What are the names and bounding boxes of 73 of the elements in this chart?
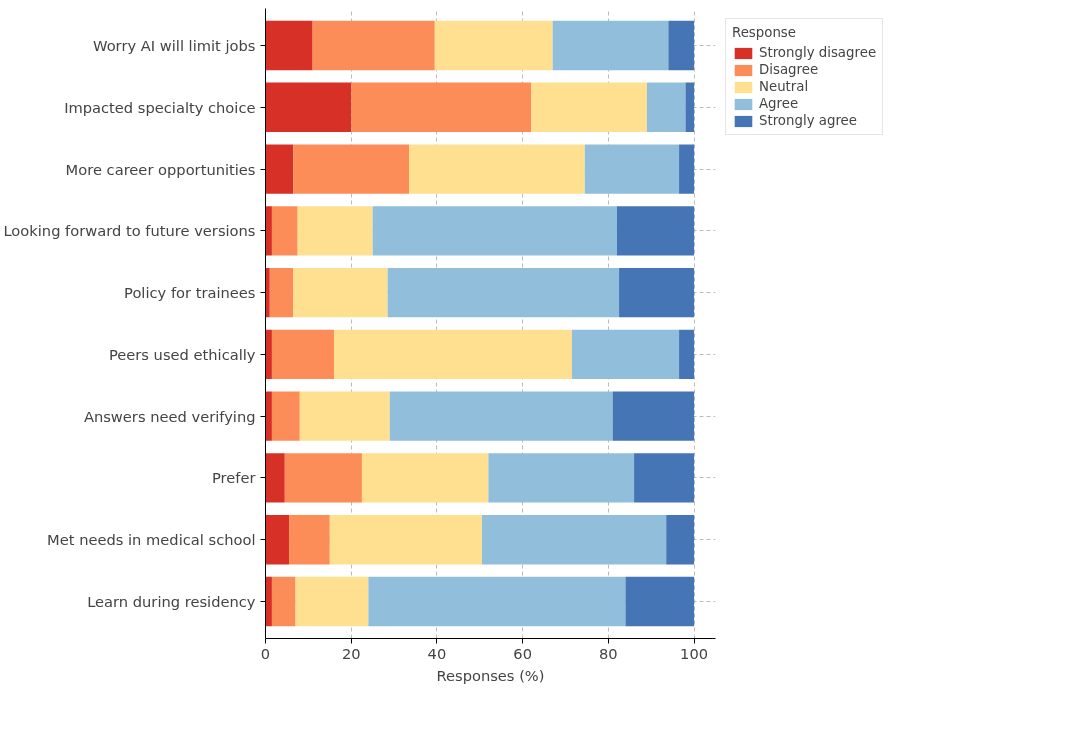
x-tick-label: 100 (680, 644, 709, 662)
legend-label: Disagree (759, 62, 819, 77)
bar (295, 576, 369, 627)
legend-title: Response (732, 25, 797, 40)
bar (481, 514, 667, 565)
bar (361, 453, 489, 503)
bar (368, 576, 626, 627)
bar (668, 20, 695, 71)
bar (265, 267, 270, 318)
bar (265, 20, 313, 71)
bar (299, 391, 390, 441)
x-axis-title: Responses (%) (436, 666, 545, 684)
bar (531, 82, 647, 133)
bar (293, 267, 388, 318)
bar (434, 20, 553, 71)
y-tick-label: Looking forward to future versions (3, 222, 256, 240)
bar (265, 391, 272, 441)
y-tick-label: Learn during residency (87, 592, 256, 610)
bar (289, 514, 330, 565)
bar (265, 144, 294, 194)
y-tick-label: Peers used ethically (108, 345, 256, 363)
legend-label: Neutral (759, 79, 809, 94)
y-tick-label: Worry AI will limit jobs (93, 37, 256, 55)
bar (351, 82, 532, 133)
bar (646, 82, 686, 133)
bar (284, 453, 362, 503)
bar (679, 144, 695, 194)
y-tick-label: Met needs in medical school (47, 531, 256, 549)
bar (616, 206, 695, 256)
legend-label: Agree (759, 96, 799, 111)
bar (265, 514, 290, 565)
bar (666, 514, 695, 565)
bar (552, 20, 669, 71)
bar (329, 514, 482, 565)
bar (571, 329, 680, 380)
bar (297, 206, 373, 256)
y-tick-label: Answers need verifying (83, 407, 256, 425)
legend-label: Strongly agree (759, 113, 857, 128)
bar (625, 576, 695, 627)
bar (685, 82, 695, 133)
bar (619, 267, 695, 318)
bar (265, 329, 272, 380)
bar (271, 576, 296, 627)
x-tick-label: 0 (260, 644, 271, 662)
bar (293, 144, 410, 194)
bar (612, 391, 695, 441)
x-tick-label: 40 (427, 644, 447, 662)
bar (265, 576, 272, 627)
bar (634, 453, 695, 503)
bar (334, 329, 572, 380)
bar (389, 391, 613, 441)
bar (387, 267, 620, 318)
bar (312, 20, 435, 71)
x-tick-label: 60 (513, 644, 532, 662)
bar (271, 206, 298, 256)
bar (265, 82, 352, 133)
bar (488, 453, 635, 503)
bar (679, 329, 695, 380)
bar (265, 206, 272, 256)
y-tick-label: Policy for trainees (124, 284, 256, 302)
legend-label: Strongly disagree (759, 45, 877, 60)
bar (271, 391, 300, 441)
bar (372, 206, 617, 256)
bar (269, 267, 294, 318)
y-tick-label: More career opportunities (65, 160, 256, 178)
y-tick-label: Prefer (212, 469, 257, 487)
x-tick-label: 20 (341, 644, 361, 662)
bar (409, 144, 585, 194)
y-tick-label: Impacted specialty choice (64, 98, 256, 116)
bar (265, 453, 285, 503)
x-tick-label: 80 (599, 644, 618, 662)
bar (271, 329, 335, 380)
bar (584, 144, 680, 194)
